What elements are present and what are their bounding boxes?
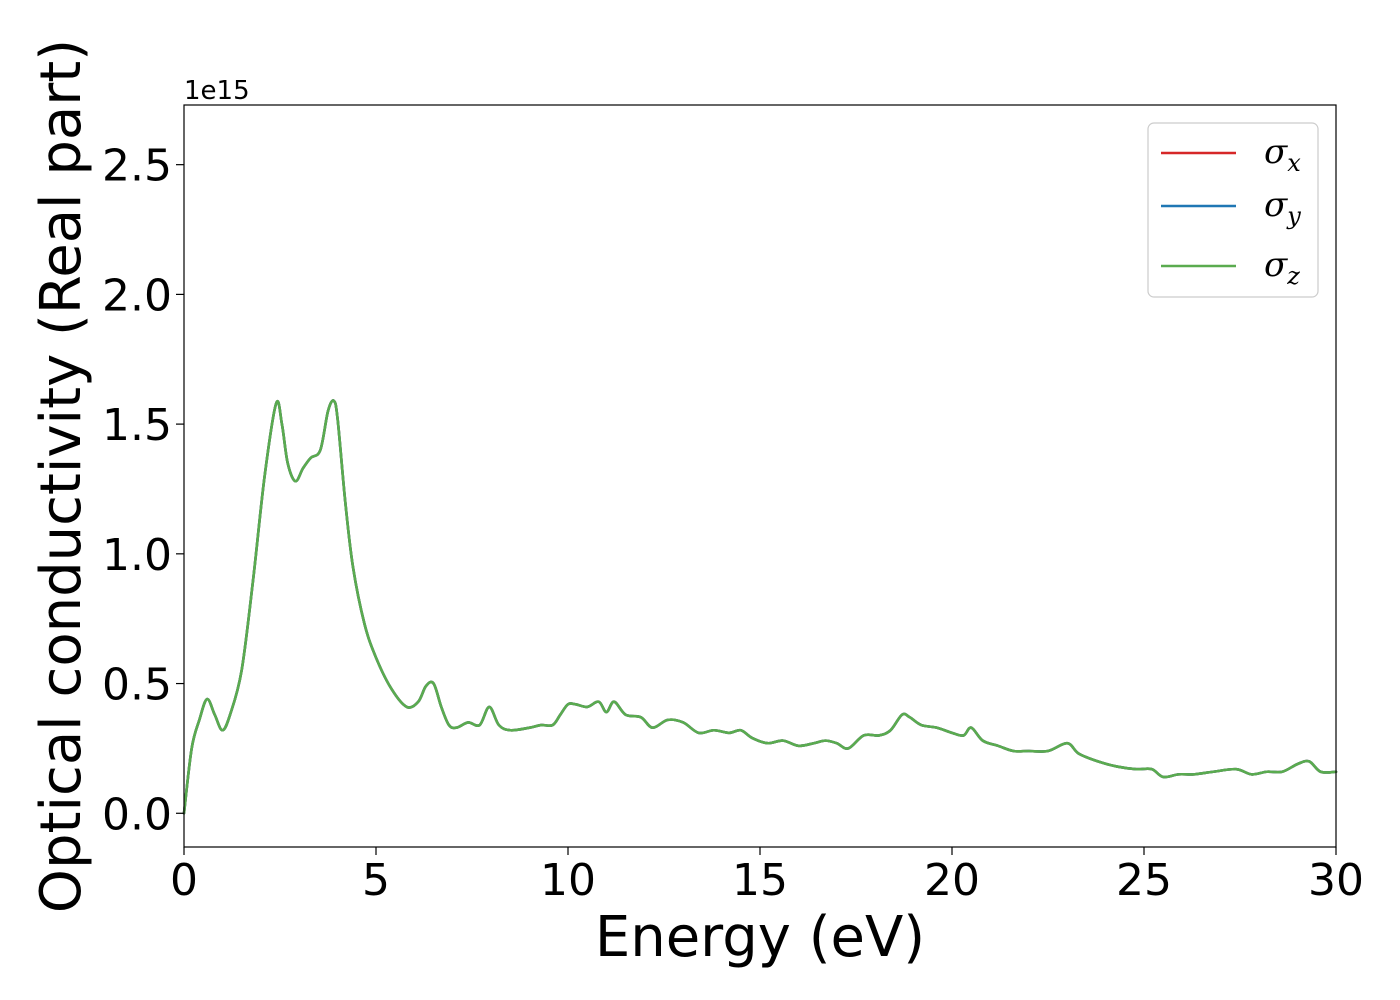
x-tick-label: 20	[924, 855, 980, 906]
x-axis: 0 5 10 15 20 25 30	[170, 847, 1364, 906]
x-tick-label: 10	[540, 855, 596, 906]
x-tick-label: 30	[1308, 855, 1364, 906]
y-tick-label: 2.5	[102, 141, 172, 192]
x-tick-label: 15	[732, 855, 788, 906]
legend-box	[1147, 122, 1319, 298]
x-axis-label: Energy (eV)	[595, 905, 925, 970]
y-axis-label: Optical conductivity (Real part)	[29, 39, 94, 913]
series-layer	[182, 399, 1338, 815]
series-line-z	[182, 399, 1338, 815]
y-tick-label: 1.5	[102, 400, 172, 451]
y-tick-label: 0.0	[102, 789, 172, 840]
x-tick-label: 25	[1116, 855, 1172, 906]
y-axis: 0.0 0.5 1.0 1.5 2.0 2.5	[102, 141, 184, 840]
y-tick-label: 0.5	[102, 660, 172, 711]
y-tick-label: 1.0	[102, 530, 172, 581]
y-offset-label: 1e15	[184, 76, 250, 106]
x-tick-label: 5	[362, 855, 390, 906]
y-tick-label: 2.0	[102, 270, 172, 321]
x-tick-label: 0	[170, 855, 198, 906]
